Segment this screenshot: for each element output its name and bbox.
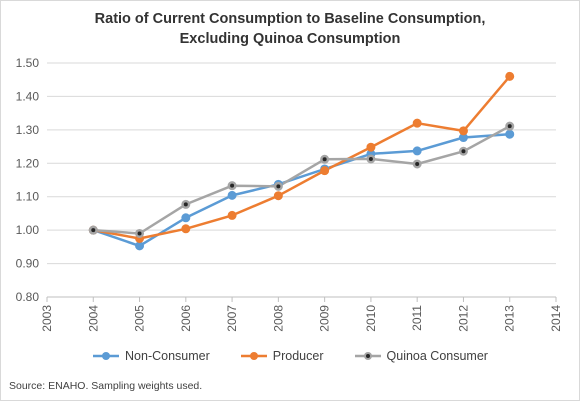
data-point-producer — [458, 126, 468, 136]
legend-label: Producer — [272, 349, 324, 363]
x-tick-label: 2007 — [225, 305, 239, 332]
legend-label: Non-Consumer — [125, 349, 210, 363]
x-tick-label: 2012 — [456, 305, 470, 332]
x-tick-label: 2008 — [271, 305, 285, 332]
data-point-center-quinoa-consumer — [322, 157, 327, 162]
series-line-non-consumer — [92, 132, 511, 248]
x-tick-label: 2006 — [179, 305, 193, 332]
data-point-producer — [181, 224, 191, 234]
x-tick-label: 2014 — [549, 305, 563, 332]
legend-swatch — [240, 352, 267, 360]
data-point-center-quinoa-consumer — [461, 149, 466, 154]
data-point-non-consumer — [227, 190, 237, 200]
data-point-center-quinoa-consumer — [137, 231, 142, 236]
data-point-center-quinoa-consumer — [276, 184, 281, 189]
data-point-non-consumer — [135, 241, 145, 251]
series-line-producer — [92, 75, 511, 240]
x-tick-label: 2003 — [40, 305, 54, 332]
data-point-non-consumer — [505, 129, 515, 139]
y-tick-label: 0.90 — [16, 257, 40, 271]
y-tick-label: 1.40 — [16, 89, 40, 103]
chart-title: Ratio of Current Consumption to Baseline… — [1, 9, 579, 49]
legend-swatch — [93, 352, 120, 360]
y-tick-label: 1.20 — [16, 156, 40, 170]
data-point-producer — [227, 210, 237, 220]
legend-item: Producer — [240, 347, 324, 365]
data-point-producer — [505, 71, 515, 81]
data-point-producer — [366, 142, 376, 152]
legend-item: Quinoa Consumer — [354, 347, 488, 365]
x-tick-label: 2013 — [503, 305, 517, 332]
x-tick-label: 2010 — [364, 305, 378, 332]
y-tick-label: 1.30 — [16, 123, 40, 137]
data-point-producer — [320, 166, 330, 176]
data-point-producer — [412, 118, 422, 128]
source-note: Source: ENAHO. Sampling weights used. — [9, 380, 203, 392]
data-point-center-quinoa-consumer — [415, 161, 420, 166]
chart-title-line-2: Excluding Quinoa Consumption — [179, 31, 401, 47]
y-tick-label: 0.80 — [16, 290, 40, 304]
data-point-non-consumer — [181, 213, 191, 223]
series-line-quinoa-consumer — [92, 124, 511, 235]
data-point-center-quinoa-consumer — [368, 156, 373, 161]
line-chart: 0.80 0.90 1.00 1.10 1.20 1.30 1.40 1.50 2003 2004… — [16, 56, 563, 332]
chart-title-line-1: Ratio of Current Consumption to Baseline… — [94, 11, 486, 27]
data-point-center-quinoa-consumer — [507, 124, 512, 129]
data-point-center-quinoa-consumer — [230, 183, 235, 188]
legend-swatch — [354, 352, 381, 360]
legend-label: Quinoa Consumer — [386, 349, 488, 363]
y-tick-label: 1.50 — [16, 56, 40, 70]
x-tick-label: 2005 — [133, 305, 147, 332]
x-tick-label: 2004 — [86, 305, 100, 332]
data-point-producer — [273, 191, 283, 201]
y-tick-label: 1.10 — [16, 190, 40, 204]
data-point-non-consumer — [412, 146, 422, 156]
x-tick-label: 2011 — [410, 305, 424, 331]
chart-legend: Non-Consumer Producer Quinoa Consumer — [1, 347, 579, 365]
legend-item: Non-Consumer — [92, 347, 210, 365]
data-point-center-quinoa-consumer — [91, 228, 96, 233]
y-tick-label: 1.00 — [16, 223, 40, 237]
data-point-center-quinoa-consumer — [183, 202, 188, 207]
x-tick-label: 2009 — [318, 305, 332, 332]
